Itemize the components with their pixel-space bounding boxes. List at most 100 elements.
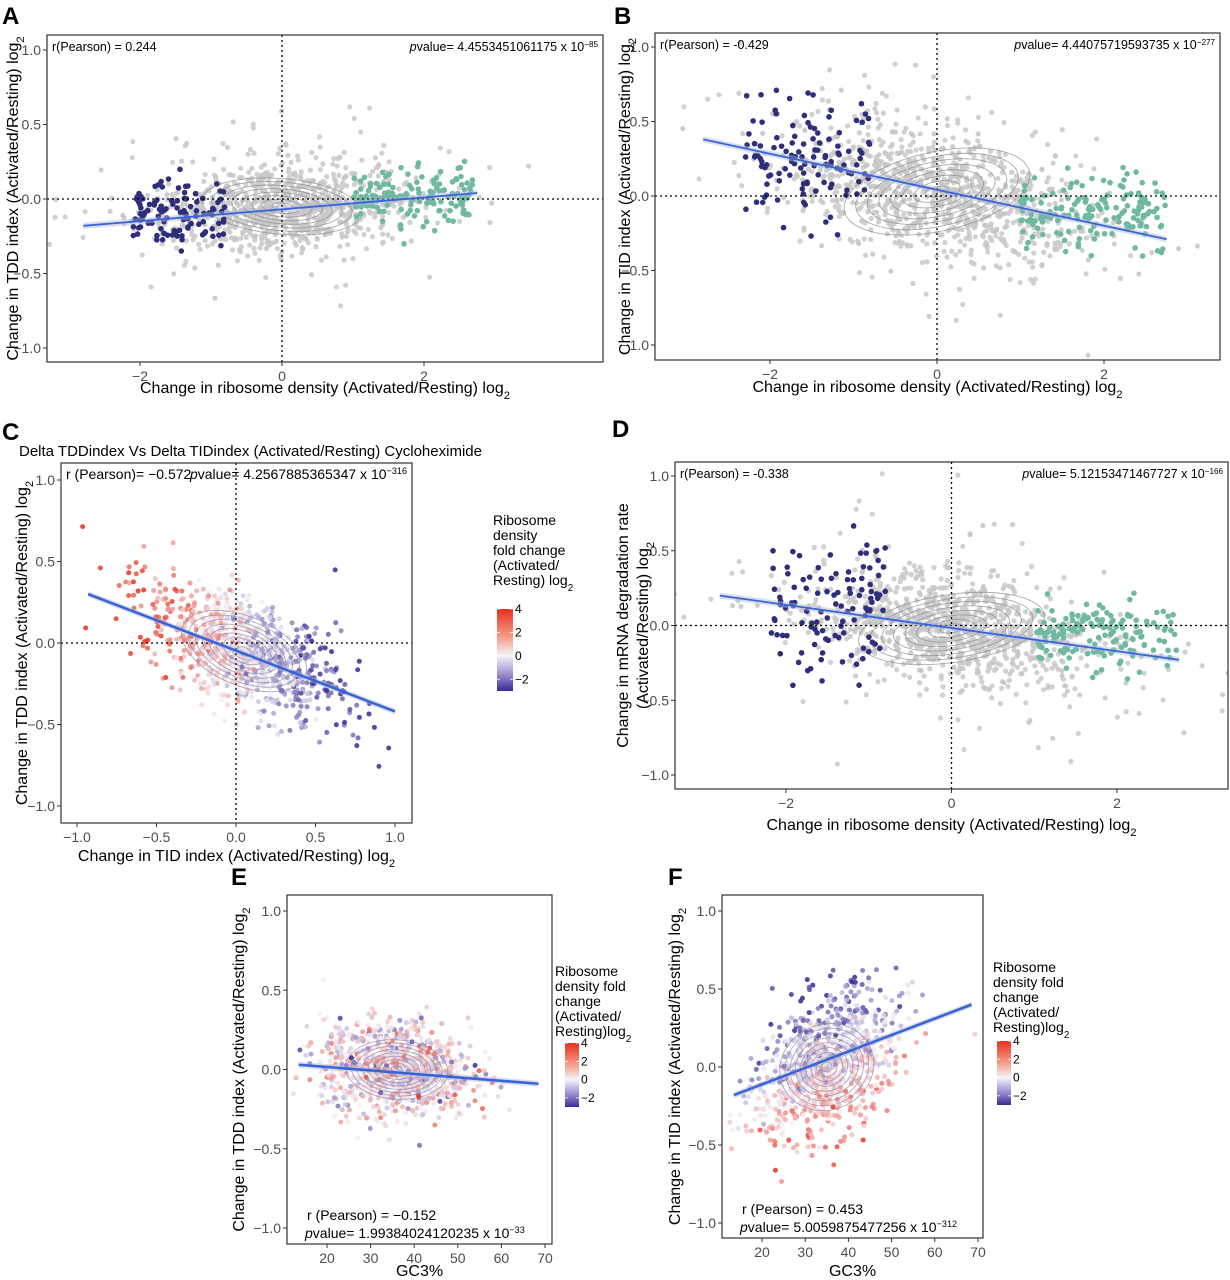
data-point — [892, 642, 898, 648]
data-point — [887, 600, 893, 606]
data-point — [403, 190, 410, 197]
data-point — [272, 239, 278, 245]
contour-line — [927, 619, 976, 638]
data-point — [265, 192, 271, 199]
data-point — [300, 234, 306, 241]
data-point — [301, 1043, 307, 1049]
data-point — [208, 621, 214, 627]
data-point — [300, 679, 306, 685]
data-point — [1127, 596, 1133, 603]
data-point — [361, 174, 368, 181]
data-point — [200, 218, 207, 225]
data-point — [1031, 202, 1037, 208]
data-point — [325, 706, 331, 712]
data-point — [400, 214, 406, 220]
data-point — [852, 629, 858, 635]
data-point — [846, 658, 852, 664]
data-point — [827, 659, 834, 666]
data-point — [278, 256, 284, 262]
data-point — [1098, 667, 1105, 673]
data-point — [129, 155, 135, 161]
data-point — [812, 188, 819, 194]
data-point — [288, 159, 294, 165]
data-point — [180, 200, 186, 206]
data-point — [1110, 639, 1117, 645]
data-point — [1049, 665, 1055, 671]
data-point — [324, 729, 330, 735]
data-point — [224, 683, 230, 689]
data-point — [1153, 189, 1160, 195]
data-point — [989, 695, 995, 701]
data-point — [827, 184, 834, 191]
data-point — [231, 631, 237, 637]
data-point — [810, 154, 817, 160]
data-point — [843, 192, 849, 198]
data-point — [238, 235, 244, 241]
data-point — [1064, 165, 1071, 171]
plot-area — [655, 33, 1220, 360]
data-point — [995, 175, 1001, 182]
data-point — [290, 234, 296, 240]
colorbar-tick-label: 0 — [515, 649, 522, 663]
data-point — [771, 616, 778, 622]
data-point — [823, 219, 829, 225]
data-point — [194, 588, 200, 594]
data-point — [188, 593, 194, 599]
data-point — [293, 1075, 299, 1081]
data-point — [873, 164, 879, 171]
data-point — [242, 709, 248, 715]
data-point — [158, 225, 164, 232]
data-point — [1150, 620, 1157, 626]
data-point — [1056, 585, 1063, 591]
data-point — [908, 585, 914, 591]
data-point — [944, 254, 950, 260]
data-point — [208, 184, 214, 190]
legend-title-line: Ribosome — [493, 512, 556, 528]
y-axis-title-line1: Change in mRNA degradation rate — [615, 503, 632, 748]
data-point — [856, 270, 862, 276]
data-point — [1076, 235, 1083, 242]
data-point — [784, 632, 790, 639]
data-point — [1123, 192, 1130, 198]
data-point — [1012, 589, 1018, 596]
data-point — [431, 227, 438, 234]
data-point — [1136, 710, 1142, 717]
data-point — [202, 238, 208, 244]
data-point — [1194, 243, 1200, 249]
data-point — [261, 162, 268, 168]
data-point — [866, 634, 872, 640]
data-point — [828, 125, 834, 131]
data-point — [960, 674, 966, 680]
data-point — [1079, 648, 1085, 654]
data-point — [967, 531, 973, 537]
data-point — [199, 702, 205, 708]
data-point — [1051, 647, 1057, 653]
data-point — [1062, 692, 1068, 698]
data-point — [908, 628, 914, 634]
data-point — [849, 239, 855, 245]
data-point — [1116, 219, 1122, 225]
y-tick-label: −0.5 — [621, 263, 649, 279]
data-point — [178, 248, 185, 254]
data-point — [790, 682, 796, 689]
data-point — [289, 625, 295, 631]
data-point — [246, 200, 252, 206]
data-point — [157, 581, 163, 587]
data-point — [1161, 638, 1168, 645]
data-point — [903, 596, 909, 602]
data-point — [1058, 206, 1065, 212]
data-point — [353, 189, 359, 196]
data-point — [1108, 619, 1115, 626]
data-point — [1093, 230, 1100, 237]
data-point — [109, 195, 115, 201]
data-point — [181, 189, 188, 196]
data-point — [1047, 652, 1054, 659]
data-point — [791, 160, 798, 167]
data-point — [788, 600, 795, 606]
data-point — [885, 199, 891, 205]
data-point — [815, 564, 822, 571]
data-point — [230, 247, 236, 253]
data-point — [286, 166, 292, 172]
data-point — [846, 585, 853, 592]
data-point — [920, 577, 926, 583]
